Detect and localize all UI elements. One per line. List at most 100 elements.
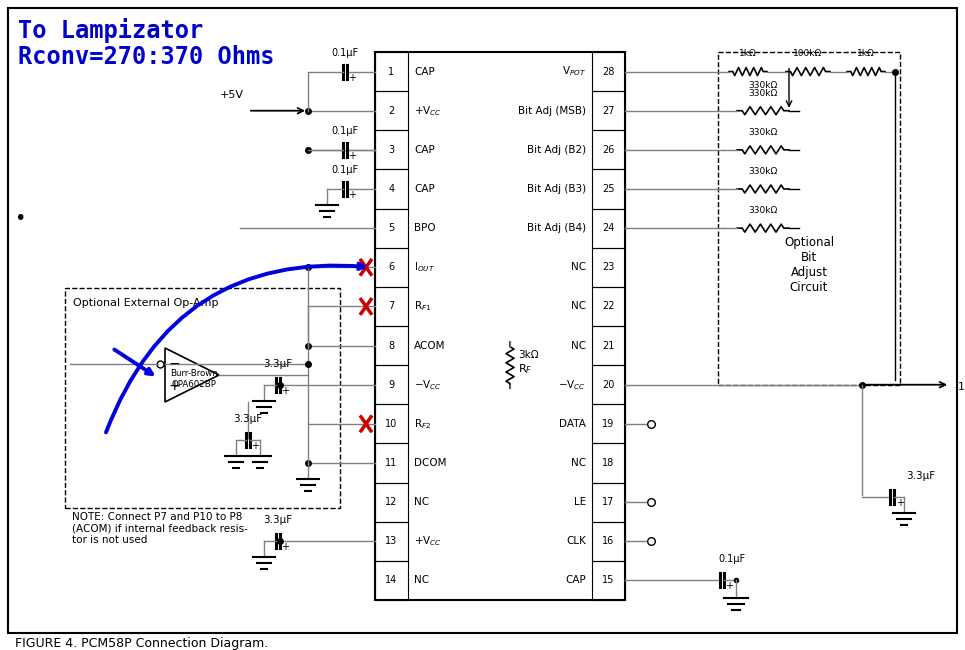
Text: 25: 25 — [602, 184, 615, 194]
Text: 8: 8 — [389, 341, 395, 350]
Bar — [375, 52, 625, 600]
Text: R$_F$: R$_F$ — [518, 362, 533, 376]
Text: +: + — [348, 73, 356, 83]
Text: 3.3μF: 3.3μF — [234, 414, 262, 424]
Text: 0.1μF: 0.1μF — [331, 47, 359, 58]
Text: +V$_{CC}$: +V$_{CC}$ — [414, 534, 442, 548]
Text: Bit Adj (B2): Bit Adj (B2) — [527, 145, 586, 155]
Text: NC: NC — [414, 497, 429, 507]
Text: 2: 2 — [388, 106, 395, 116]
Text: 27: 27 — [602, 106, 615, 116]
Bar — [375, 365, 408, 404]
Text: 1kΩ: 1kΩ — [739, 49, 757, 58]
Text: 3kΩ: 3kΩ — [518, 350, 538, 360]
Bar — [375, 482, 408, 522]
Text: Optional
Bit
Adjust
Circuit: Optional Bit Adjust Circuit — [784, 236, 834, 294]
Text: NC: NC — [571, 302, 586, 311]
Text: NOTE: Connect P7 and P10 to P8
(ACOM) if internal feedback resis-
tor is not use: NOTE: Connect P7 and P10 to P8 (ACOM) if… — [72, 512, 248, 545]
Text: 1kΩ: 1kΩ — [857, 49, 875, 58]
Bar — [592, 248, 625, 287]
Text: DATA: DATA — [559, 419, 586, 429]
Bar — [375, 52, 408, 91]
Bar — [592, 482, 625, 522]
Bar — [375, 443, 408, 482]
Text: Bit Adj (B3): Bit Adj (B3) — [527, 184, 586, 194]
Text: 23: 23 — [602, 263, 615, 272]
Text: 5: 5 — [388, 223, 395, 233]
Text: NC: NC — [571, 458, 586, 468]
Text: Bit Adj (MSB): Bit Adj (MSB) — [518, 106, 586, 116]
Text: BPO: BPO — [414, 223, 435, 233]
Text: 26: 26 — [602, 145, 615, 155]
Text: 100kΩ: 100kΩ — [793, 49, 822, 58]
Text: +: + — [168, 380, 179, 393]
Text: 3.3μF: 3.3μF — [263, 359, 292, 369]
Text: 12: 12 — [385, 497, 398, 507]
Text: 3: 3 — [389, 145, 395, 155]
Bar — [375, 209, 408, 248]
Bar — [375, 91, 408, 130]
Text: NC: NC — [414, 575, 429, 586]
Text: LE: LE — [574, 497, 586, 507]
Text: Burr-Brown
OPA602BP: Burr-Brown OPA602BP — [170, 369, 218, 389]
Text: 17: 17 — [602, 497, 615, 507]
Text: 0.1μF: 0.1μF — [718, 554, 746, 564]
Text: 11: 11 — [385, 458, 398, 468]
Text: +: + — [896, 498, 904, 508]
Bar — [65, 288, 340, 508]
Bar — [592, 91, 625, 130]
Text: R$_{F2}$: R$_{F2}$ — [414, 417, 431, 431]
Text: 16: 16 — [602, 536, 615, 546]
Bar — [592, 130, 625, 170]
Bar — [375, 326, 408, 365]
Text: 330kΩ: 330kΩ — [749, 128, 778, 137]
Text: FIGURE 4. PCM58P Connection Diagram.: FIGURE 4. PCM58P Connection Diagram. — [15, 637, 268, 650]
Bar — [592, 561, 625, 600]
Text: +: + — [251, 441, 259, 451]
Text: 3.3μF: 3.3μF — [263, 515, 292, 525]
Text: 1: 1 — [389, 66, 395, 77]
Text: 7: 7 — [388, 302, 395, 311]
Text: 28: 28 — [602, 66, 615, 77]
Bar — [375, 404, 408, 443]
Bar — [592, 365, 625, 404]
Text: 19: 19 — [602, 419, 615, 429]
Bar — [375, 287, 408, 326]
Bar — [592, 326, 625, 365]
Text: CAP: CAP — [565, 575, 586, 586]
Text: 22: 22 — [602, 302, 615, 311]
Text: CAP: CAP — [414, 184, 435, 194]
Text: CAP: CAP — [414, 66, 435, 77]
Text: CLK: CLK — [566, 536, 586, 546]
Bar — [592, 404, 625, 443]
Bar — [592, 209, 625, 248]
Text: V$_{POT}$: V$_{POT}$ — [562, 64, 586, 79]
Text: ACOM: ACOM — [414, 341, 446, 350]
Text: −: − — [168, 356, 179, 370]
Bar — [592, 52, 625, 91]
Text: +: + — [725, 582, 733, 592]
Bar — [375, 130, 408, 170]
Bar — [375, 248, 408, 287]
Text: NC: NC — [571, 263, 586, 272]
Text: +: + — [281, 385, 289, 396]
Text: 9: 9 — [389, 380, 395, 390]
Bar — [592, 287, 625, 326]
Text: 20: 20 — [602, 380, 615, 390]
Text: 21: 21 — [602, 341, 615, 350]
Text: 18: 18 — [602, 458, 615, 468]
Text: Bit Adj (B4): Bit Adj (B4) — [527, 223, 586, 233]
Text: 14: 14 — [385, 575, 398, 586]
Text: 15: 15 — [602, 575, 615, 586]
Text: 10: 10 — [385, 419, 398, 429]
Text: 330kΩ: 330kΩ — [749, 167, 778, 176]
Text: +: + — [348, 190, 356, 200]
Text: −V$_{CC}$: −V$_{CC}$ — [414, 378, 442, 391]
Bar — [375, 170, 408, 209]
Text: 6: 6 — [389, 263, 395, 272]
Text: •: • — [14, 209, 25, 228]
Text: CAP: CAP — [414, 145, 435, 155]
Text: 0.1μF: 0.1μF — [331, 165, 359, 175]
Text: +5V: +5V — [220, 90, 244, 99]
Bar — [592, 443, 625, 482]
